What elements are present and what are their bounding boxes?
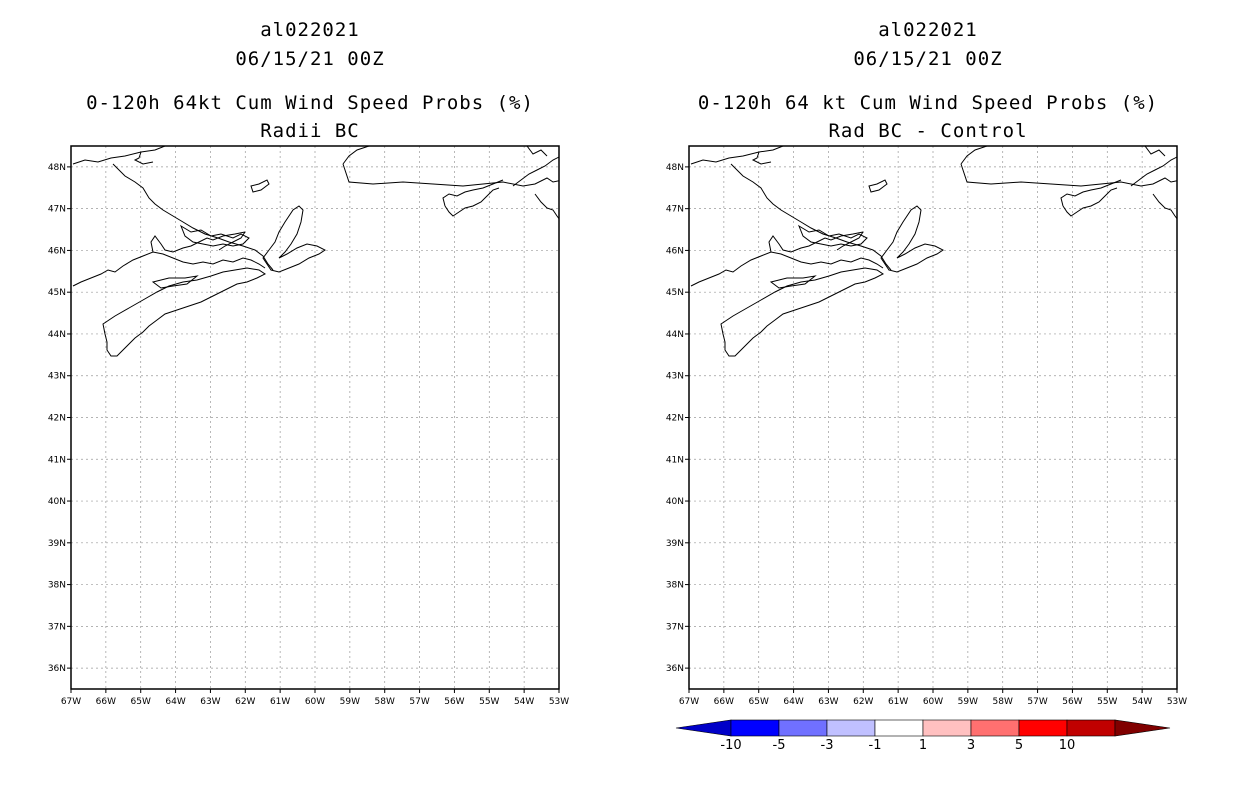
right-lat-tick-label: 36N xyxy=(666,664,684,674)
right-lon-tick-label: 53W xyxy=(1167,697,1187,707)
right-lon-tick-label: 67W xyxy=(679,697,699,707)
right-lon-tick-label: 62W xyxy=(853,697,873,707)
right-map-panel: 67W 66W 65W 64W 63W 62W 61W 60W 59W 58W 57W 56W 55W 5… xyxy=(666,145,1187,707)
right-lat-tick-label: 44N xyxy=(666,330,684,340)
colorbar-label: 1 xyxy=(919,738,927,753)
colorbar-swatch xyxy=(874,719,924,737)
left-lon-tick-label: 67W xyxy=(61,697,81,707)
right-lat-tick-label: 48N xyxy=(666,163,684,173)
right-panel-titles: al022021 06/15/21 00Z 0-120h 64 kt Cum W… xyxy=(658,16,1198,146)
right-lon-tick-label: 60W xyxy=(923,697,943,707)
right-lat-tick-label: 43N xyxy=(666,372,684,382)
right-lat-tick-label: 45N xyxy=(666,288,684,298)
left-lon-tick-label: 61W xyxy=(270,697,290,707)
colorbar-label: -1 xyxy=(869,738,882,753)
colorbar-swatch xyxy=(970,719,1020,737)
left-panel-titles: al022021 06/15/21 00Z 0-120h 64kt Cum Wi… xyxy=(40,16,580,146)
right-lat-tick-label: 39N xyxy=(666,539,684,549)
colorbar-swatch xyxy=(778,719,828,737)
left-lat-tick-label: 44N xyxy=(48,330,66,340)
colorbar-label: -3 xyxy=(821,738,834,753)
colorbar-label: -5 xyxy=(773,738,786,753)
right-lat-tick-label: 37N xyxy=(666,622,684,632)
right-coastline xyxy=(690,146,1177,357)
right-lat-tick-label: 38N xyxy=(666,581,684,591)
right-lon-tick-label: 59W xyxy=(958,697,978,707)
colorbar-label: 3 xyxy=(967,738,975,753)
left-lat-tick-label: 39N xyxy=(48,539,66,549)
colorbar-label: 10 xyxy=(1059,738,1076,753)
left-lon-tick-label: 53W xyxy=(549,697,569,707)
colorbar-swatch xyxy=(1018,719,1068,737)
left-lat-tick-label: 36N xyxy=(48,664,66,674)
right-lon-tick-label: 55W xyxy=(1097,697,1117,707)
right-title: 0-120h 64 kt Cum Wind Speed Probs (%) xyxy=(697,92,1159,114)
colorbar-min-triangle xyxy=(675,719,732,737)
left-lat-tick-label: 45N xyxy=(48,288,66,298)
left-map-panel: 67W 66W 65W 64W 63W 62W 61W 60W 59W 58W 57W 56W 55W 5… xyxy=(48,145,569,707)
left-lat-tick-label: 46N xyxy=(48,246,66,256)
left-lon-tick-label: 57W xyxy=(409,697,429,707)
right-lon-tick-label: 61W xyxy=(888,697,908,707)
right-lat-tick-label: 40N xyxy=(666,497,684,507)
left-lat-tick-label: 42N xyxy=(48,414,66,424)
left-title: 0-120h 64kt Cum Wind Speed Probs (%) xyxy=(86,92,534,114)
left-lon-tick-label: 56W xyxy=(444,697,464,707)
right-lat-tick-label: 47N xyxy=(666,205,684,215)
colorbar-swatch xyxy=(826,719,876,737)
left-storm-id: al022021 xyxy=(260,19,360,41)
left-lon-tick-label: 62W xyxy=(235,697,255,707)
left-datetime: 06/15/21 00Z xyxy=(235,48,385,70)
right-lon-tick-label: 65W xyxy=(749,697,769,707)
left-lat-tick-label: 43N xyxy=(48,372,66,382)
left-lon-tick-label: 59W xyxy=(340,697,360,707)
right-lon-tick-label: 57W xyxy=(1027,697,1047,707)
right-storm-id: al022021 xyxy=(878,19,978,41)
left-lat-tick-label: 47N xyxy=(48,205,66,215)
left-coastline xyxy=(72,146,559,357)
left-lat-tick-label: 48N xyxy=(48,163,66,173)
right-lon-tick-label: 64W xyxy=(783,697,803,707)
left-lon-tick-label: 66W xyxy=(96,697,116,707)
left-lat-tick-label: 37N xyxy=(48,622,66,632)
right-lat-tick-label: 41N xyxy=(666,455,684,465)
left-lon-tick-label: 54W xyxy=(514,697,534,707)
left-subtitle: Radii BC xyxy=(260,120,360,142)
left-lat-tick-label: 40N xyxy=(48,497,66,507)
colorbar-swatch xyxy=(730,719,780,737)
left-lon-tick-label: 65W xyxy=(131,697,151,707)
left-lat-tick-label: 38N xyxy=(48,581,66,591)
left-lat-tick-label: 41N xyxy=(48,455,66,465)
colorbar-swatch xyxy=(1066,719,1116,737)
right-lon-tick-label: 63W xyxy=(818,697,838,707)
right-lon-tick-label: 66W xyxy=(714,697,734,707)
colorbar-max-triangle xyxy=(1114,719,1171,737)
right-lon-tick-label: 58W xyxy=(993,697,1013,707)
left-lon-tick-label: 63W xyxy=(200,697,220,707)
right-subtitle: Rad BC - Control xyxy=(828,120,1028,142)
colorbar-swatch xyxy=(922,719,972,737)
left-lon-tick-label: 64W xyxy=(165,697,185,707)
left-lon-tick-label: 58W xyxy=(375,697,395,707)
right-lon-tick-label: 54W xyxy=(1132,697,1152,707)
colorbar-label: 5 xyxy=(1015,738,1023,753)
right-datetime: 06/15/21 00Z xyxy=(853,48,1003,70)
left-lon-tick-label: 60W xyxy=(305,697,325,707)
left-lon-tick-label: 55W xyxy=(479,697,499,707)
colorbar: -10 -5 -3 -1 1 3 5 10 xyxy=(675,719,1171,753)
right-lat-tick-label: 42N xyxy=(666,414,684,424)
right-lat-tick-label: 46N xyxy=(666,246,684,256)
colorbar-label: -10 xyxy=(720,738,741,753)
right-lon-tick-label: 56W xyxy=(1062,697,1082,707)
